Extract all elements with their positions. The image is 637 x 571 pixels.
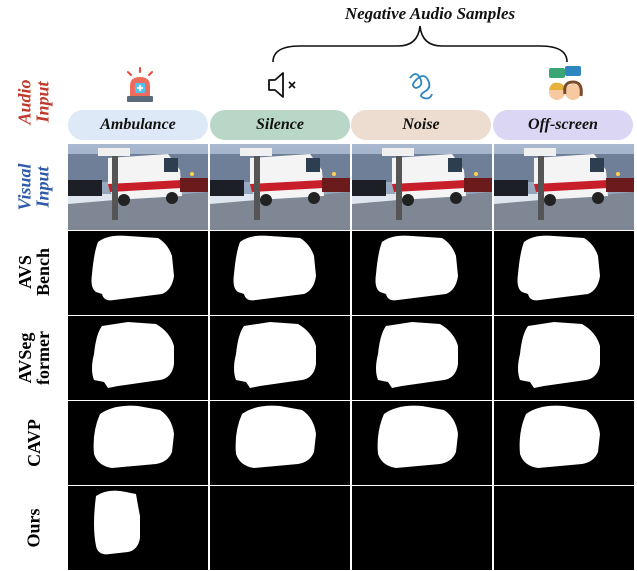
mask-avsbench-noise xyxy=(375,235,458,301)
row-label-audio: Audio Input xyxy=(15,79,53,125)
row-label-ours: Ours xyxy=(23,508,44,548)
column-label-off-screen: Off-screen xyxy=(493,110,633,140)
visual-frame-ambulance xyxy=(68,144,208,230)
mask-avsegformer-off-screen xyxy=(518,322,600,388)
row-label-avsbench: AVS Bench xyxy=(14,247,53,297)
mask-cavp-silence xyxy=(235,405,316,468)
mask-cavp-off-screen xyxy=(519,405,600,468)
grid-divider xyxy=(68,315,634,316)
negative-samples-brace xyxy=(272,25,568,63)
mask-avsegformer-silence xyxy=(234,322,316,388)
column-label-silence: Silence xyxy=(210,110,350,140)
visual-frame-noise xyxy=(352,144,492,230)
people-talking-icon xyxy=(549,66,583,100)
grid-divider xyxy=(68,400,634,401)
mask-ours-ambulance xyxy=(94,490,140,555)
speaker-muted-icon xyxy=(268,72,296,98)
row-label-avsegformer: AVSeg former xyxy=(15,331,53,385)
mask-cavp-noise xyxy=(377,405,458,468)
visual-frame-off-screen xyxy=(494,144,634,230)
row-label-visual: Visual Input xyxy=(15,163,53,211)
column-label-noise: Noise xyxy=(351,110,491,140)
column-label-ambulance: Ambulance xyxy=(68,110,208,140)
mask-cavp-ambulance xyxy=(93,405,174,468)
mask-avsbench-ambulance xyxy=(91,235,174,301)
grid-divider xyxy=(350,144,352,570)
visual-frame-silence xyxy=(210,144,350,230)
negative-samples-title: Negative Audio Samples xyxy=(344,4,516,23)
mask-avsbench-off-screen xyxy=(517,235,600,301)
mask-avsegformer-ambulance xyxy=(92,322,174,388)
grid-divider xyxy=(492,144,494,570)
result-grid xyxy=(68,144,634,570)
grid-divider xyxy=(68,230,634,231)
mask-avsegformer-noise xyxy=(376,322,458,388)
noise-squiggle-icon xyxy=(409,73,433,100)
ambulance-siren-icon xyxy=(127,67,153,102)
grid-divider xyxy=(68,485,634,486)
grid-divider xyxy=(208,144,210,570)
row-label-cavp: CAVP xyxy=(23,419,44,467)
mask-avsbench-silence xyxy=(233,235,316,301)
